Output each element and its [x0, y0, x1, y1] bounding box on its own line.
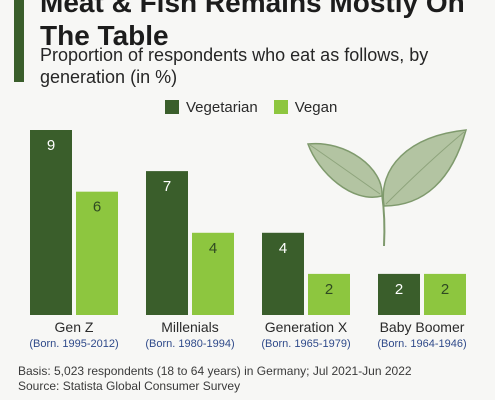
data-label-vegetarian: 2: [395, 281, 403, 298]
leaf-illustration: [306, 129, 468, 247]
category-sublabel: (Born. 1965-1979): [261, 338, 350, 350]
bar-vegan: [308, 273, 350, 315]
category-sublabel: (Born. 1964-1946): [377, 338, 466, 350]
bar-vegetarian: [378, 273, 420, 315]
title-accent-bar: [14, 0, 24, 82]
data-label-vegetarian: 4: [279, 240, 287, 257]
category-label: Generation X: [265, 319, 348, 335]
footer-source: Source: Statista Global Consumer Survey: [18, 379, 241, 393]
legend-item-vegetarian: Vegetarian: [165, 99, 258, 116]
bar-vegan: [76, 191, 118, 315]
category-label: Millenials: [161, 319, 219, 335]
leaf-left-icon: [306, 142, 383, 198]
leaf-right-vein: [385, 131, 465, 205]
legend-swatch-vegetarian: [165, 100, 179, 114]
data-label-vegetarian: 7: [163, 178, 171, 195]
bar-vegetarian: [262, 232, 304, 315]
chart-subtitle: Proportion of respondents who eat as fol…: [40, 45, 429, 87]
legend-swatch-vegan: [273, 100, 288, 114]
category-label: Gen Z: [55, 319, 94, 335]
bar-vegan: [424, 273, 466, 315]
bar-vegetarian: [146, 171, 188, 315]
category-label: Baby Boomer: [380, 319, 465, 335]
footer-basis: Basis: 5,023 respondents (18 to 64 years…: [18, 364, 412, 378]
legend-label-vegan: Vegan: [294, 98, 338, 116]
category-sublabel: (Born. 1980-1994): [145, 338, 234, 350]
leaf-left-vein: [309, 144, 381, 195]
data-label-vegan: 6: [93, 199, 101, 216]
bar-vegan: [192, 232, 234, 315]
data-label-vegetarian: 9: [47, 137, 55, 154]
data-label-vegan: 2: [325, 281, 333, 298]
bar-chart: 9 6 Gen Z (Born. 1995-2012) 7 4 Millenials (Bor…: [29, 129, 468, 350]
legend-label-vegetarian: Vegetarian: [186, 98, 258, 116]
data-label-vegan: 4: [209, 240, 217, 257]
legend-item-vegan: Vegan: [273, 98, 338, 116]
bar-vegetarian: [30, 130, 72, 315]
data-label-vegan: 2: [441, 281, 449, 298]
chart-title: Meat & Fish Remains Mostly On The Table: [40, 0, 465, 51]
legend: Vegetarian Vegan: [165, 97, 337, 117]
category-sublabel: (Born. 1995-2012): [29, 338, 118, 350]
footer: Basis: 5,023 respondents (18 to 64 years…: [18, 364, 412, 394]
